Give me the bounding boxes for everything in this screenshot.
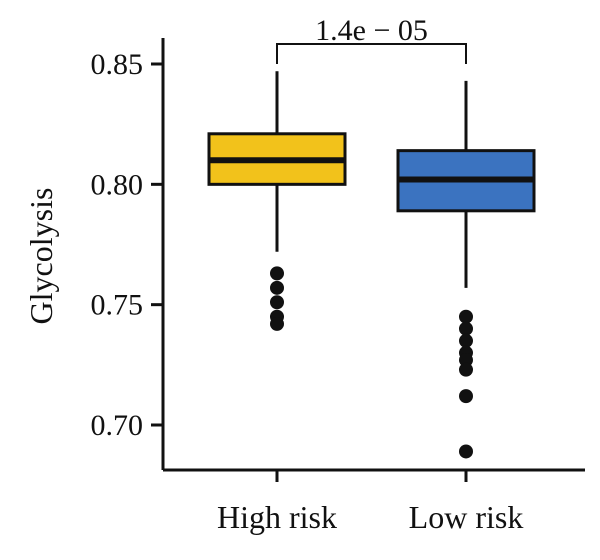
y-tick-label: 0.80 (91, 168, 144, 201)
outlier-point (459, 321, 473, 336)
y-tick-label: 0.85 (91, 48, 144, 81)
significance-bracket (276, 43, 467, 64)
p-value-label: 1.4e − 05 (315, 14, 428, 47)
y-tick-label: 0.75 (91, 289, 144, 322)
x-axis: High risk Low risk (163, 468, 585, 535)
x-tick-label: Low risk (409, 499, 524, 535)
y-ticks: 0.70 0.75 0.80 0.85 (91, 48, 163, 442)
outlier-point (459, 353, 473, 368)
box-low-risk (396, 80, 536, 459)
x-tick-label: High risk (217, 499, 337, 535)
box-high-risk (207, 71, 347, 331)
y-axis-title: Glycolysis (23, 188, 59, 325)
outlier-point (270, 280, 284, 295)
y-tick-label: 0.70 (91, 409, 144, 442)
outlier-point (459, 333, 473, 348)
outlier-point (270, 266, 284, 281)
y-axis: 0.70 0.75 0.80 0.85 (91, 38, 165, 470)
outlier-point (459, 362, 473, 377)
outlier-point (459, 389, 473, 404)
outlier-point (459, 444, 473, 459)
x-ticks: High risk Low risk (217, 470, 523, 535)
outlier-point (459, 309, 473, 324)
outlier-point (270, 295, 284, 310)
box-series (207, 71, 536, 459)
significance-annotation: 1.4e − 05 (276, 14, 467, 64)
outlier-point (270, 316, 284, 331)
